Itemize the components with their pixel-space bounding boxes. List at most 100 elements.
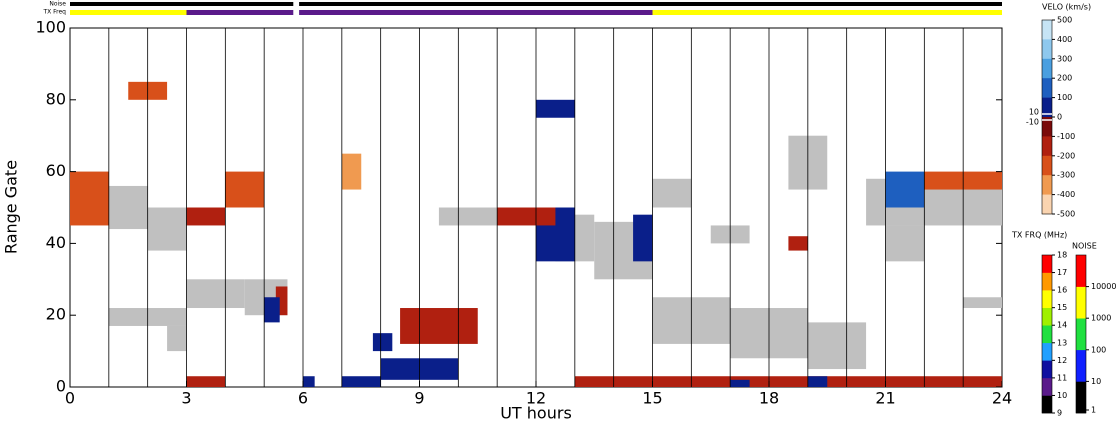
- ground-scatter: [807, 322, 867, 370]
- tx-tick-label: 16: [1057, 286, 1067, 295]
- velocity-cell: [225, 171, 265, 208]
- velo-tick-label: -300: [1057, 171, 1075, 180]
- noise-bar-label: Noise: [49, 1, 66, 8]
- noise-segment: [70, 2, 294, 6]
- ground-scatter: [108, 185, 148, 230]
- x-tick-label: 18: [759, 389, 779, 408]
- velo-color-band: [1042, 97, 1052, 118]
- tx-tick-label: 12: [1057, 356, 1067, 365]
- tx-color-band: [1042, 377, 1052, 396]
- velocity-cell: [400, 308, 478, 344]
- x-tick-label: 6: [298, 389, 308, 408]
- x-tick-label: 12: [526, 389, 546, 408]
- ground-scatter: [186, 279, 245, 309]
- noise-segment: [299, 2, 1002, 6]
- noise-scale-title: NOISE: [1072, 242, 1097, 251]
- y-tick-label: 20: [46, 305, 66, 324]
- tx-scale-title: TX FRQ (MHz): [1011, 231, 1067, 240]
- velocity-cell: [730, 379, 750, 387]
- y-tick-label: 100: [35, 18, 66, 37]
- velocity-cell: [70, 171, 109, 226]
- tx-color-band: [1042, 395, 1052, 414]
- tx-tick-label: 17: [1057, 268, 1067, 277]
- velo-color-band: [1042, 117, 1052, 137]
- ground-scatter: [147, 207, 187, 251]
- ground-scatter: [167, 325, 187, 352]
- x-tick-label: 0: [65, 389, 75, 408]
- velo-color-band: [1042, 194, 1052, 215]
- tx-segment: [186, 10, 294, 15]
- tx-color-band: [1042, 325, 1052, 344]
- velocity-cell: [807, 376, 828, 387]
- x-axis-title: UT hours: [500, 404, 572, 423]
- noise-colorbar-frame: [1075, 254, 1087, 414]
- tx-tick-label: 13: [1057, 338, 1067, 347]
- velocity-cell: [341, 376, 381, 387]
- noise-color-band: [1076, 255, 1086, 287]
- noise-tick-label: 100: [1091, 345, 1106, 354]
- velo-color-band: [1042, 155, 1052, 176]
- y-tick-label: 40: [46, 233, 66, 252]
- velo-inner-tick-label: 10: [1029, 108, 1039, 117]
- y-axis-title: Range Gate: [2, 160, 21, 254]
- y-tick-label: 80: [46, 89, 66, 108]
- velo-color-band: [1042, 136, 1052, 157]
- velocity-cell: [186, 376, 226, 387]
- y-tick-label: 0: [56, 377, 66, 396]
- noise-tick-label: 10: [1091, 377, 1101, 386]
- velocity-cell: [341, 153, 362, 190]
- ground-scatter: [438, 207, 498, 226]
- velo-tick-label: 500: [1057, 16, 1072, 25]
- tx-tick-label: 11: [1057, 373, 1067, 382]
- noise-tick-label: 1: [1091, 406, 1096, 415]
- ground-scatter: [885, 225, 925, 262]
- x-tick-label: 15: [642, 389, 662, 408]
- velocity-cell: [372, 333, 393, 352]
- tx-tick-label: 15: [1057, 303, 1067, 312]
- velo-tick-label: 0: [1057, 113, 1062, 122]
- x-tick-label: 3: [181, 389, 191, 408]
- velocity-cell: [633, 214, 653, 262]
- tx-color-band: [1042, 360, 1052, 379]
- velo-tick-label: 300: [1057, 54, 1072, 63]
- velo-tick-label: 200: [1057, 74, 1072, 83]
- tx-tick-label: 18: [1057, 251, 1067, 260]
- tx-color-band: [1042, 307, 1052, 326]
- tx-segment: [652, 10, 1002, 15]
- noise-color-band: [1076, 318, 1086, 351]
- velo-color-band: [1042, 20, 1052, 40]
- velo-color-band: [1042, 78, 1052, 98]
- velo-scale-title: VELO (km/s): [1042, 3, 1091, 12]
- velo-color-band: [1042, 175, 1052, 195]
- velo-inner-tick-label: -10: [1026, 118, 1039, 127]
- ground-scatter: [963, 297, 1002, 309]
- tx-tick-label: 10: [1057, 391, 1067, 400]
- tx-color-band: [1042, 272, 1052, 291]
- velo-tick-label: -400: [1057, 190, 1075, 199]
- tx-color-band: [1042, 290, 1052, 308]
- y-tick-label: 60: [46, 161, 66, 180]
- noise-color-band: [1076, 286, 1086, 319]
- velo-tick-label: -500: [1057, 210, 1075, 219]
- tx-tick-label: 9: [1057, 409, 1062, 418]
- velo-color-band: [1042, 39, 1052, 60]
- noise-tick-label: 10000: [1091, 282, 1116, 291]
- velocity-cell: [497, 207, 556, 226]
- velocity-cell: [303, 376, 315, 387]
- velocity-cell: [264, 297, 280, 323]
- velo-tick-label: -100: [1057, 132, 1075, 141]
- x-tick-label: 21: [875, 389, 895, 408]
- x-tick-label: 9: [414, 389, 424, 408]
- tx-color-band: [1042, 255, 1052, 273]
- velocity-cell: [574, 376, 1002, 387]
- velocity-cell: [788, 236, 808, 251]
- x-tick-label: 24: [992, 389, 1012, 408]
- velo-tick-label: 400: [1057, 35, 1072, 44]
- noise-tick-label: 1000: [1091, 314, 1111, 323]
- velo-color-band: [1042, 58, 1052, 79]
- tx-segment: [70, 10, 187, 15]
- tx-segment: [299, 10, 653, 15]
- noise-color-band: [1076, 349, 1086, 382]
- noise-color-band: [1076, 381, 1086, 414]
